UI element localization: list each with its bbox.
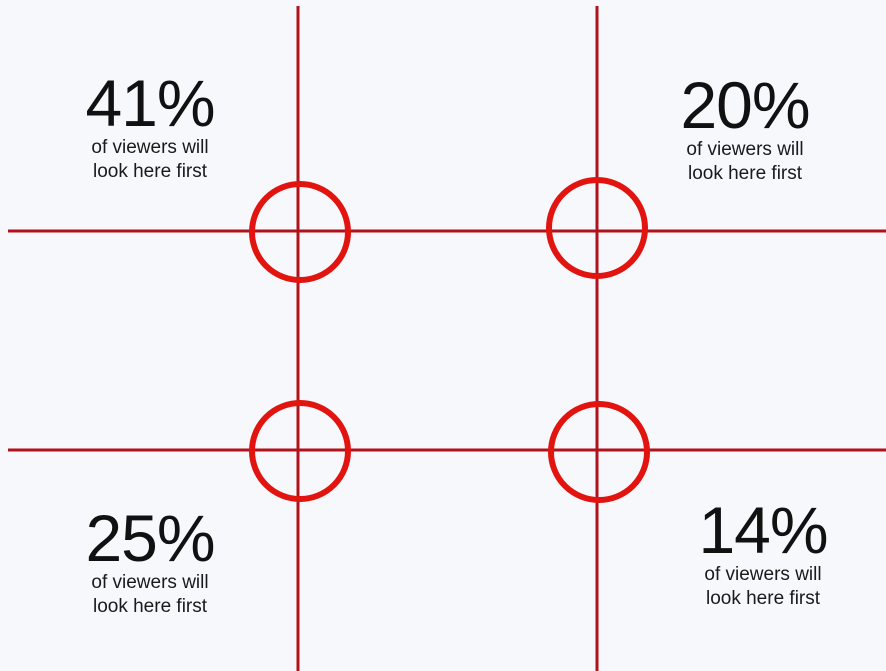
stat-caption-line: of viewers will [704, 564, 822, 585]
stat-percent: 25% [85, 501, 215, 575]
stat-percent: 20% [680, 68, 810, 142]
stat-percent: 14% [698, 493, 828, 567]
focus-circle-bottom-left [249, 400, 351, 502]
stat-caption-line: look here first [92, 596, 208, 617]
stat-percent: 41% [85, 66, 215, 140]
stat-caption-line: of viewers will [91, 137, 209, 158]
stat-caption-line: look here first [705, 588, 821, 609]
stat-caption-line: look here first [92, 161, 208, 182]
stat-bottom-left: 25% of viewers will look here first [70, 505, 230, 619]
stat-caption-line: of viewers will [686, 139, 804, 160]
stat-caption-line: look here first [687, 163, 803, 184]
stat-caption-line: of viewers will [91, 572, 209, 593]
stat-top-left: 41% of viewers will look here first [70, 70, 230, 184]
focus-circle-top-left [249, 181, 351, 283]
focus-circle-bottom-right [548, 401, 650, 503]
focus-circle-top-right [546, 177, 648, 279]
stat-top-right: 20% of viewers will look here first [665, 72, 825, 186]
stat-bottom-right: 14% of viewers will look here first [683, 497, 843, 611]
